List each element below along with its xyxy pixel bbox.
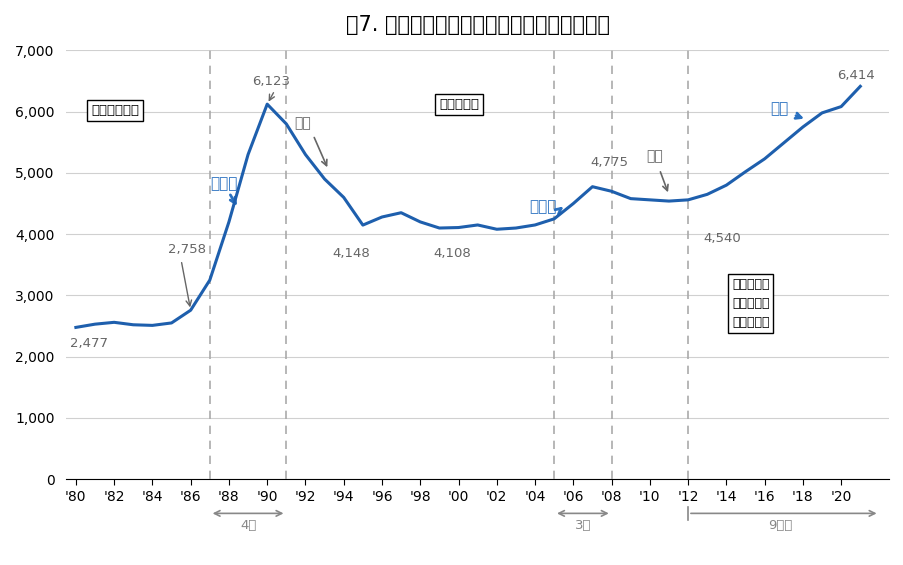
Text: 過去に例の
ない長期的
な上昇局面: 過去に例の ない長期的 な上昇局面	[731, 278, 768, 329]
Text: 下落: 下落	[293, 116, 311, 130]
Text: 4,540: 4,540	[703, 232, 740, 245]
Text: 急上昇: 急上昇	[209, 176, 237, 191]
Text: 4,775: 4,775	[590, 155, 628, 168]
Text: 4年: 4年	[239, 519, 256, 532]
Title: 図7. 首都圏・新築マンション価格の長期推移: 図7. 首都圏・新築マンション価格の長期推移	[345, 15, 609, 35]
Text: 不動産バブル: 不動産バブル	[91, 104, 139, 117]
Text: 9年～: 9年～	[767, 519, 791, 532]
Text: 4,108: 4,108	[433, 247, 470, 260]
Text: 下落: 下落	[646, 150, 662, 164]
Text: 3年: 3年	[574, 519, 591, 532]
Text: 上昇: 上昇	[769, 101, 787, 116]
Text: ミニバブル: ミニバブル	[439, 98, 479, 111]
Text: 6,414: 6,414	[836, 69, 874, 82]
Text: 2,758: 2,758	[168, 242, 206, 255]
Text: 6,123: 6,123	[252, 75, 290, 88]
Text: 急上昇: 急上昇	[529, 199, 556, 214]
Text: 2,477: 2,477	[70, 337, 108, 350]
Text: 4,148: 4,148	[332, 247, 369, 260]
